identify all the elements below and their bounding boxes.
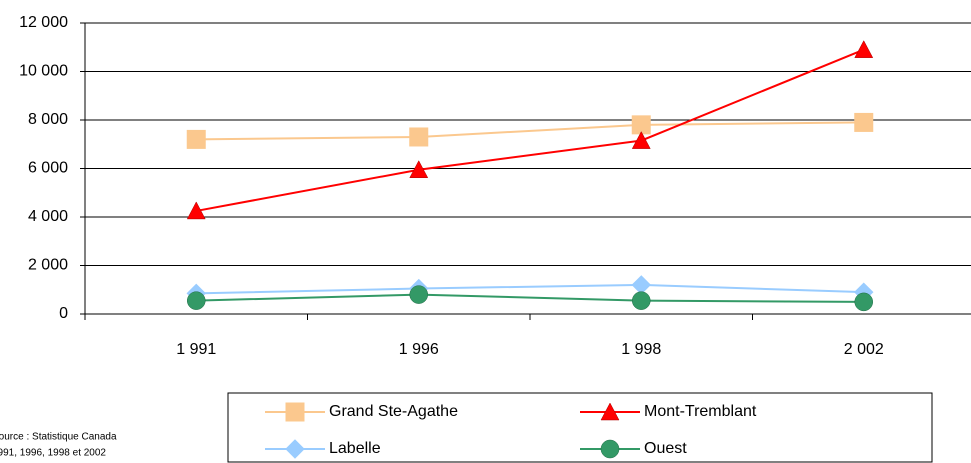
legend-label: Labelle	[329, 440, 381, 457]
x-tick-label: 2 002	[844, 341, 884, 358]
y-tick-label: 0	[59, 305, 68, 322]
marker	[631, 131, 651, 149]
series-line	[196, 121, 864, 141]
y-tick-label: 6 000	[28, 160, 68, 177]
legend-box	[227, 392, 933, 463]
legend-label: Mont-Tremblant	[644, 403, 757, 420]
marker	[187, 291, 206, 310]
source-text: 1991, 1996, 1998 et 2002	[0, 448, 106, 459]
x-tick-label: 1 996	[399, 341, 439, 358]
y-tick-label: 12 000	[19, 14, 68, 31]
marker	[285, 439, 305, 459]
series-line	[196, 293, 864, 303]
marker	[186, 201, 206, 220]
series-line	[196, 48, 865, 212]
marker	[854, 40, 874, 58]
marker	[409, 160, 429, 178]
marker	[631, 275, 651, 295]
marker	[285, 402, 305, 422]
marker	[854, 292, 873, 312]
y-tick-label: 2 000	[28, 257, 68, 274]
legend-label: Grand Ste-Agathe	[329, 403, 458, 420]
x-tick-label: 1 991	[176, 341, 216, 358]
marker	[409, 127, 429, 147]
series-line	[196, 283, 864, 295]
y-tick-label: 4 000	[28, 208, 68, 225]
y-tick-label: 10 000	[19, 63, 68, 80]
marker	[600, 402, 620, 421]
source-text: Source : Statistique Canada	[0, 432, 117, 443]
y-tick-label: 8 000	[28, 111, 68, 128]
marker	[600, 439, 620, 459]
x-tick-label: 1 998	[621, 341, 661, 358]
marker	[854, 112, 874, 132]
marker	[186, 129, 206, 149]
legend-label: Ouest	[644, 440, 687, 457]
marker	[409, 285, 428, 304]
marker	[632, 291, 651, 310]
